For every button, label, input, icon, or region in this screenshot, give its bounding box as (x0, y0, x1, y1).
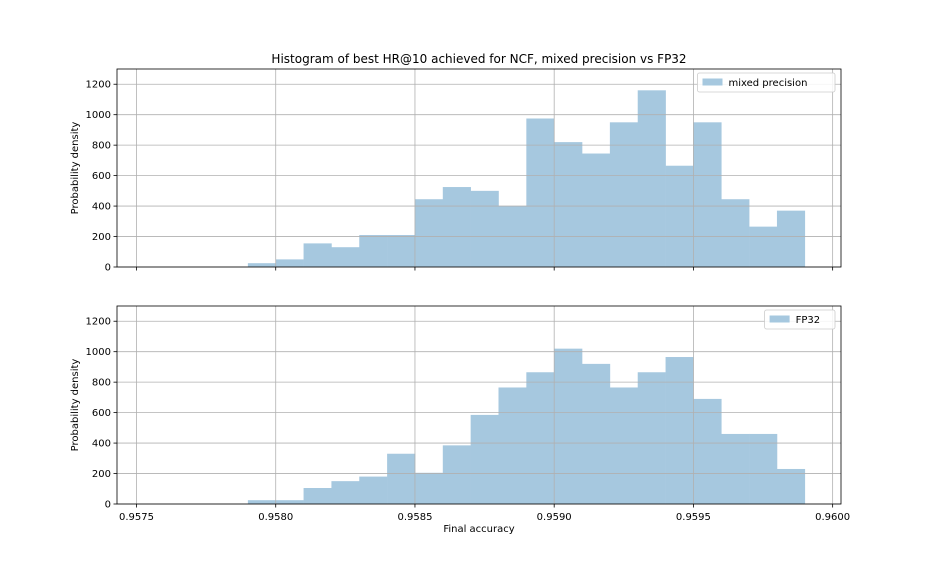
histogram-bar (665, 165, 694, 267)
y-tick-label: 600 (92, 408, 111, 419)
x-tick-label: 0.9580 (258, 512, 293, 523)
histogram-bar (721, 199, 750, 267)
y-tick-label: 600 (92, 171, 111, 182)
histogram-bar (470, 190, 499, 267)
y-tick-label: 0 (105, 263, 111, 274)
y-tick-label: 200 (92, 232, 111, 243)
histogram-bar (359, 476, 388, 504)
histogram-bar (247, 263, 277, 267)
histogram-bar (609, 387, 639, 504)
histogram-bar (609, 122, 639, 267)
histogram-bar (247, 500, 277, 504)
histogram-bar (637, 372, 666, 504)
axes-frame (116, 305, 842, 505)
histogram-bar (303, 488, 332, 504)
histogram-bar (665, 357, 694, 504)
y-axis-label: Probability density (70, 359, 81, 452)
x-tick-label: 0.9600 (815, 512, 850, 523)
legend-label: FP32 (796, 315, 821, 326)
histogram-bar (414, 472, 444, 504)
histogram-bar (303, 243, 332, 267)
histogram-bar (693, 122, 722, 267)
y-tick-label: 800 (92, 141, 111, 152)
y-tick-label: 0 (105, 500, 111, 511)
legend-swatch (769, 315, 790, 323)
y-tick-label: 400 (92, 202, 111, 213)
histogram-bar (387, 235, 416, 267)
panel-mixed-precision: 0 200 400 600 800 1000 1200 Probability density… (70, 68, 842, 274)
histogram-bar (749, 226, 778, 267)
histogram-bar (331, 247, 360, 267)
y-tick-label: 1200 (86, 317, 111, 328)
histogram-bar (776, 468, 806, 504)
histogram-bar (275, 259, 304, 267)
y-tick-label: 200 (92, 469, 111, 480)
histogram-bar (776, 210, 806, 267)
histogram-bar (526, 118, 555, 267)
histogram-bar (414, 199, 444, 267)
histogram-bar (582, 363, 611, 504)
histogram-bar (582, 153, 611, 267)
histogram-bar (693, 398, 722, 504)
histogram-bar (554, 142, 583, 267)
legend-box (697, 72, 836, 93)
panel-fp32: 0.9575 0.9580 0.9585 0.9590 0.9595 0.9600 0 200… (70, 305, 850, 523)
y-tick-label: 400 (92, 439, 111, 450)
histogram-bar (331, 481, 360, 504)
histogram-bar (387, 453, 416, 504)
x-tick-label: 0.9575 (119, 512, 154, 523)
histogram-bar (637, 90, 666, 267)
y-tick-label: 800 (92, 378, 111, 389)
histogram-bar (442, 445, 471, 504)
histogram-bar (554, 348, 583, 504)
histogram-bar (275, 500, 304, 504)
y-tick-label: 1000 (86, 347, 111, 358)
histogram-bar (442, 187, 471, 267)
chart-title: Histogram of best HR@10 achieved for NCF… (271, 52, 686, 66)
x-tick-label: 0.9590 (537, 512, 572, 523)
x-axis-label: Final accuracy (443, 524, 514, 535)
y-tick-label: 1000 (86, 110, 111, 121)
histogram-bar (721, 433, 750, 504)
histogram-bar (526, 372, 555, 504)
y-axis-label: Probability density (70, 122, 81, 215)
histogram-bar (470, 414, 499, 504)
legend-label: mixed precision (729, 78, 808, 89)
x-tick-label: 0.9595 (676, 512, 711, 523)
legend-swatch (702, 78, 723, 86)
y-tick-label: 1200 (86, 80, 111, 91)
histogram-bar (359, 235, 388, 267)
histogram-bar (749, 433, 778, 504)
histogram-bar (498, 387, 527, 504)
x-tick-label: 0.9585 (397, 512, 432, 523)
axes-frame (116, 68, 842, 268)
legend-box (764, 309, 836, 330)
